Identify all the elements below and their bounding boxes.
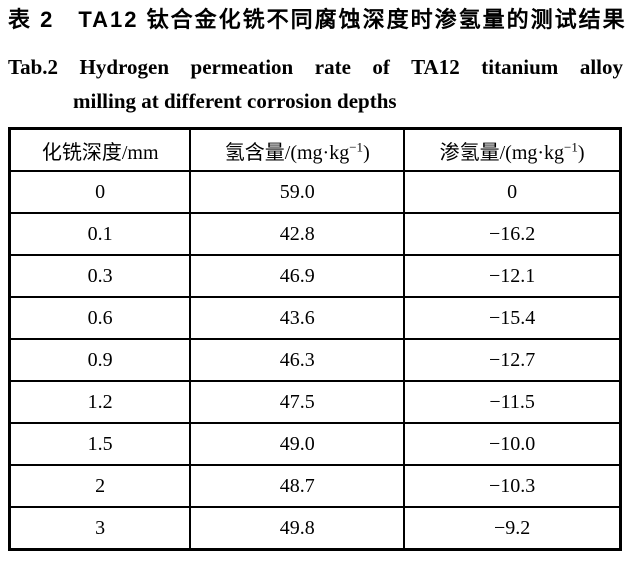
table-row: 2 48.7 −10.3 xyxy=(8,464,622,508)
header-text: ) xyxy=(577,141,585,164)
column-header-hydrogen-content: 氢含量/(mg·kg−1) xyxy=(189,127,406,172)
table-row: 1.5 49.0 −10.0 xyxy=(8,422,622,466)
data-table: 化铣深度/mm 氢含量/(mg·kg−1) 渗氢量/(mg·kg−1) 0 59.… xyxy=(8,127,622,551)
table-row: 0.3 46.9 −12.1 xyxy=(8,254,622,298)
table-cell: −12.7 xyxy=(403,338,622,382)
column-header-hydrogen-permeation: 渗氢量/(mg·kg−1) xyxy=(403,127,622,172)
table-body: 0 59.0 0 0.1 42.8 −16.2 0.3 46.9 −12.1 0.6 43.6 −15… xyxy=(8,170,622,551)
table-cell: 42.8 xyxy=(189,212,406,256)
table-cell: −10.3 xyxy=(403,464,622,508)
table-cell: 0.1 xyxy=(8,212,192,256)
table-cell: 2 xyxy=(8,464,192,508)
table-cell: 49.8 xyxy=(189,506,406,551)
table-cell: 0 xyxy=(403,170,622,214)
header-row: 化铣深度/mm 氢含量/(mg·kg−1) 渗氢量/(mg·kg−1) xyxy=(8,127,622,172)
table-cell: 0.9 xyxy=(8,338,192,382)
table-cell: 0 xyxy=(8,170,192,214)
table-cell: −11.5 xyxy=(403,380,622,424)
header-text: 化铣深度/mm xyxy=(41,141,159,164)
header-text: 氢含量/(mg·kg xyxy=(224,141,350,164)
header-text: 渗氢量/(mg·kg xyxy=(439,141,565,164)
table-cell: −10.0 xyxy=(403,422,622,466)
table-cell: 48.7 xyxy=(189,464,406,508)
table-cell: −12.1 xyxy=(403,254,622,298)
table-cell: −16.2 xyxy=(403,212,622,256)
table-cell: 47.5 xyxy=(189,380,406,424)
table-caption-chinese: 表 2 TA12 钛合金化铣不同腐蚀深度时渗氢量的测试结果 xyxy=(8,7,627,32)
table-row: 0.1 42.8 −16.2 xyxy=(8,212,622,256)
table-row: 0.6 43.6 −15.4 xyxy=(8,296,622,340)
column-header-milling-depth: 化铣深度/mm xyxy=(8,127,192,172)
table-cell: 3 xyxy=(8,506,192,551)
header-superscript: −1 xyxy=(564,138,578,154)
table-cell: 46.3 xyxy=(189,338,406,382)
table-cell: 43.6 xyxy=(189,296,406,340)
table-row: 1.2 47.5 −11.5 xyxy=(8,380,622,424)
header-text: ) xyxy=(363,141,370,164)
table-cell: 0.6 xyxy=(8,296,192,340)
table-cell: 46.9 xyxy=(189,254,406,298)
table-row: 0.9 46.3 −12.7 xyxy=(8,338,622,382)
table-caption-english-line1: Tab.2 Hydrogen permeation rate of TA12 t… xyxy=(8,55,623,79)
table-cell: 59.0 xyxy=(189,170,406,214)
table-cell: 0.3 xyxy=(8,254,192,298)
table-cell: 1.2 xyxy=(8,380,192,424)
table-caption-english-line2: milling at different corrosion depths xyxy=(73,89,397,113)
table-cell: −9.2 xyxy=(403,506,622,551)
table-row: 0 59.0 0 xyxy=(8,170,622,214)
table-cell: −15.4 xyxy=(403,296,622,340)
header-superscript: −1 xyxy=(349,138,364,154)
table-row: 3 49.8 −9.2 xyxy=(8,506,622,551)
table-cell: 49.0 xyxy=(189,422,406,466)
table-cell: 1.5 xyxy=(8,422,192,466)
